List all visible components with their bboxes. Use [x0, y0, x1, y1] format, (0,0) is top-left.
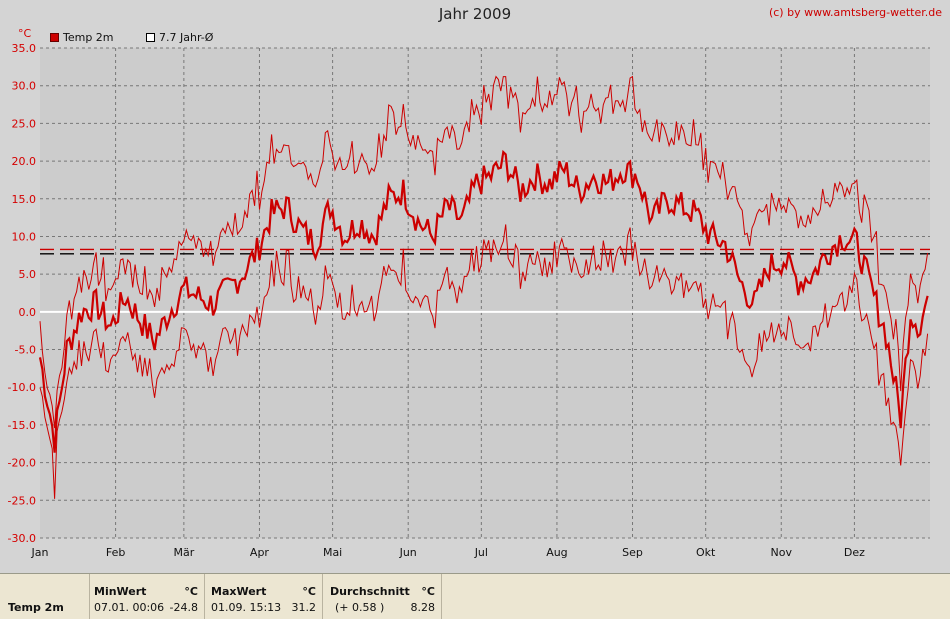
y-tick-label: -15.0 [8, 419, 36, 432]
legend-avg-swatch [146, 33, 155, 42]
x-tick-label: Mär [173, 546, 194, 559]
x-tick-label: Okt [696, 546, 716, 559]
y-tick-label: -25.0 [8, 494, 36, 507]
plot-area [40, 48, 930, 538]
min-header: MinWert [94, 585, 147, 598]
legend-temp-swatch [50, 33, 59, 42]
x-tick-label: Nov [771, 546, 793, 559]
footer-series-cell: Temp 2m [0, 574, 90, 619]
footer-min-cell: MinWert °C 07.01. 00:06 -24.8 [90, 574, 205, 619]
avg-delta: (+ 0.58 ) [335, 601, 385, 614]
credit-text: (c) by www.amtsberg-wetter.de [768, 6, 942, 19]
y-tick-label: 5.0 [19, 268, 37, 281]
x-tick-label: Jun [399, 546, 417, 559]
max-header: MaxWert [211, 585, 267, 598]
y-tick-label: -10.0 [8, 381, 36, 394]
legend-avg: 7.7 Jahr-Ø [146, 31, 213, 44]
min-unit: °C [184, 585, 198, 598]
footer-avg-cell: Durchschnitt °C (+ 0.58 ) 8.28 [323, 574, 442, 619]
avg-unit: °C [421, 585, 435, 598]
max-value: 31.2 [291, 601, 317, 614]
y-tick-label: 15.0 [12, 193, 37, 206]
y-tick-label: -30.0 [8, 532, 36, 545]
x-tick-label: Sep [622, 546, 643, 559]
footer-series-label: Temp 2m [8, 601, 64, 614]
legend-temp-label: Temp 2m [63, 31, 114, 44]
y-tick-label: 0.0 [19, 306, 37, 319]
min-value: -24.8 [169, 601, 198, 614]
x-tick-label: Feb [106, 546, 125, 559]
series-min-line [39, 224, 929, 499]
max-datetime: 01.09. 15:13 [211, 601, 282, 614]
y-tick-label: 10.0 [12, 230, 37, 243]
series-max-line [39, 75, 929, 429]
y-tick-label: -5.0 [15, 344, 36, 357]
y-tick-label: 25.0 [12, 117, 37, 130]
x-tick-label: Mai [323, 546, 342, 559]
y-unit-label: °C [18, 27, 32, 40]
y-tick-label: 35.0 [12, 42, 37, 55]
max-unit: °C [302, 585, 316, 598]
x-tick-label: Jan [31, 546, 49, 559]
legend-avg-label: 7.7 Jahr-Ø [159, 31, 214, 44]
series-mean-line [38, 149, 929, 453]
avg-header: Durchschnitt [330, 585, 410, 598]
avg-value: 8.28 [410, 601, 436, 614]
x-tick-label: Apr [250, 546, 270, 559]
legend-temp: Temp 2m [50, 31, 114, 44]
stats-footer: Temp 2m MinWert °C 07.01. 00:06 -24.8 Ma… [0, 573, 950, 619]
min-datetime: 07.01. 00:06 [94, 601, 165, 614]
x-tick-label: Aug [546, 546, 567, 559]
temperature-chart: 35.0 30.0 25.0 20.0 15.0 10.0 5.0 0.0 -5.0 -10.0 -… [8, 42, 930, 559]
y-tick-label: 20.0 [12, 155, 37, 168]
x-tick-label: Jul [474, 546, 488, 559]
y-tick-label: 30.0 [12, 80, 37, 93]
footer-max-cell: MaxWert °C 01.09. 15:13 31.2 [205, 574, 323, 619]
x-tick-label: Dez [844, 546, 865, 559]
chart-title: Jahr 2009 [438, 5, 512, 23]
y-tick-label: -20.0 [8, 457, 36, 470]
